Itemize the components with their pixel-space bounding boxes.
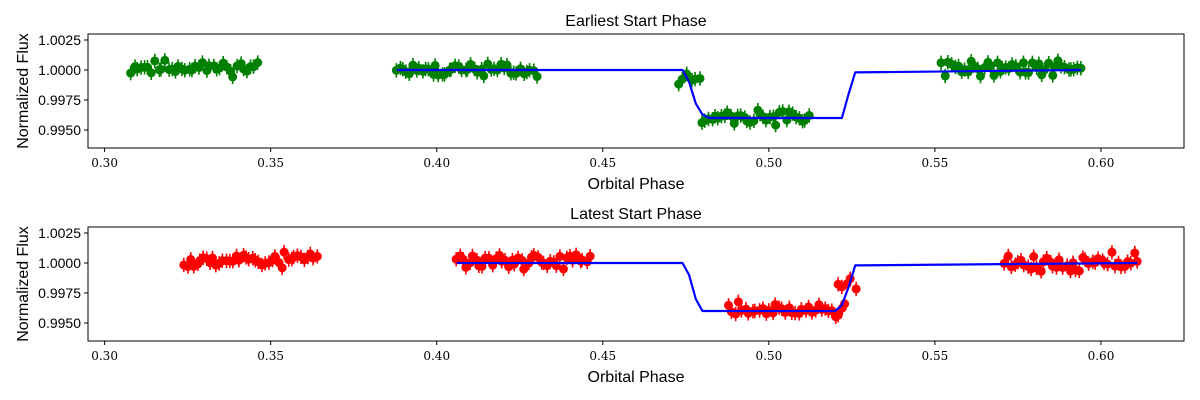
data-point [1036,266,1046,276]
axes-frame [87,226,1185,342]
x-tick-label: 0.60 [1088,349,1115,363]
data-points [126,53,1086,133]
x-tick-label: 0.45 [589,349,616,363]
data-point [160,55,170,65]
data-point [1018,58,1028,68]
x-tick-label: 0.50 [755,156,782,170]
x-tick-label: 0.45 [589,156,616,170]
x-axis-label: Orbital Phase [588,369,685,386]
x-tick-label: 0.40 [423,156,450,170]
data-point [477,261,487,271]
data-point [1029,252,1039,262]
data-points [179,244,1142,325]
plot-area [126,53,1086,133]
data-point [1048,70,1058,80]
chart-title: Earliest Start Phase [565,13,707,30]
chart-title: Latest Start Phase [570,206,702,223]
data-point [1076,63,1086,73]
x-tick-label: 0.55 [922,349,949,363]
data-point [502,60,512,70]
x-tick-label: 0.50 [755,349,782,363]
data-point [186,254,196,264]
y-tick-label: 1.0025 [38,225,81,241]
data-point [986,61,996,71]
data-point [126,68,136,78]
y-tick-label: 1.0000 [38,62,81,78]
data-point [1034,59,1044,69]
plot-area [179,244,1142,325]
data-point [532,72,542,82]
data-point [207,253,217,263]
data-point [1107,247,1117,257]
data-point [228,72,238,82]
data-point [1132,256,1142,266]
y-tick-label: 0.9975 [38,285,81,301]
x-tick-label: 0.40 [423,349,450,363]
x-tick-label: 0.30 [91,156,118,170]
data-point [585,251,595,261]
axes-frame [87,33,1185,149]
x-axis-label: Orbital Phase [588,176,685,193]
x-tick-label: 0.35 [257,349,284,363]
data-point [1003,251,1013,261]
data-point [253,58,263,68]
data-point [695,73,705,83]
data-point [479,71,489,81]
data-point [975,71,985,81]
model-curve [456,261,1138,313]
chart-panel-1: Earliest Start Phase Orbital Phase Normali… [15,13,1185,193]
data-point [279,247,289,257]
x-tick-label: 0.35 [257,156,284,170]
axis-ticks: 0.30 0.35 0.40 0.45 0.50 0.55 0.60 0.9950 0.9975… [38,32,1114,170]
y-tick-label: 1.0000 [38,255,81,271]
data-point [833,310,843,320]
y-axis-label: Normalized Flux [15,226,32,342]
data-point [312,251,322,261]
data-point [519,264,529,274]
data-point [851,284,861,294]
data-point [150,56,160,66]
y-tick-label: 1.0025 [38,32,81,48]
data-point [277,263,287,273]
data-point [936,58,946,68]
data-point [940,71,950,81]
chart-panel-2: Latest Start Phase Orbital Phase Normalize… [15,206,1185,386]
x-tick-label: 0.30 [91,349,118,363]
data-point [146,68,156,78]
model-curve [396,68,1082,120]
y-tick-label: 0.9950 [38,315,81,331]
data-point [558,264,568,274]
y-axis-label: Normalized Flux [15,33,32,149]
x-tick-label: 0.55 [922,156,949,170]
data-point [989,70,999,80]
data-point [484,253,494,263]
y-tick-label: 0.9950 [38,122,81,138]
data-point [156,64,166,74]
data-point [1054,255,1064,265]
x-tick-label: 0.60 [1088,156,1115,170]
data-point [404,69,414,79]
data-point [571,250,581,260]
y-tick-label: 0.9975 [38,92,81,108]
data-point [555,251,565,261]
data-point [771,120,781,130]
data-point [430,60,440,70]
data-point [1074,266,1084,276]
axis-ticks: 0.30 0.35 0.40 0.45 0.50 0.55 0.60 0.9950 0.9975… [38,225,1114,363]
data-point [729,118,739,128]
